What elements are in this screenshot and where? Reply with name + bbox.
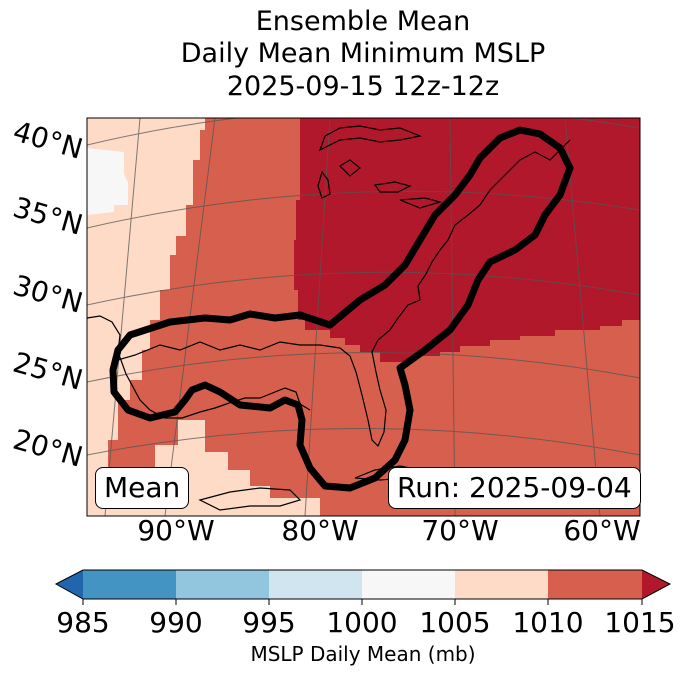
colorbar-tick-1000: 1000 [326,606,398,639]
run-label-box: Run: 2025-09-04 [388,467,641,509]
colorbar-tick-985: 985 [56,606,110,639]
colorbar-tick-1015: 1015 [604,606,676,639]
title-line-2: Daily Mean Minimum MSLP [180,38,546,69]
colorbar-bin-995-1000 [269,570,362,599]
lon-label-60w: 60°W [563,514,641,547]
colorbar-under-arrow [56,570,83,599]
colorbar-bin-1000-1005 [362,570,455,599]
graticule [87,118,640,516]
colorbar-bin-990-995 [176,570,269,599]
colorbar-tick-1005: 1005 [419,606,491,639]
field-1000-1005 [87,118,128,215]
lon-label-80w: 80°W [281,514,359,547]
colorbar-bin-1005-1010 [455,570,548,599]
title-line-3: 2025-09-15 12z-12z [226,71,500,102]
colorbar-bin-1010-1015 [548,570,642,599]
colorbar-tick-995: 995 [242,606,296,639]
field-over-1015 [294,118,640,362]
colorbar-tick-1010: 1010 [512,606,584,639]
map-frame [86,117,641,517]
colorbar-tick-990: 990 [149,606,203,639]
map-area [87,118,640,516]
colorbar-over-arrow [642,570,670,599]
title-line-1: Ensemble Mean [255,6,471,37]
lon-label-90w: 90°W [137,514,215,547]
mean-label-box: Mean [95,467,190,509]
ensemble-contour [109,126,574,492]
lon-label-70w: 70°W [421,514,499,547]
colorbar-bin-985-990 [83,570,176,599]
colorbar [54,569,672,605]
colorbar-label: MSLP Daily Mean (mb) [250,642,476,666]
coastlines [87,125,571,511]
